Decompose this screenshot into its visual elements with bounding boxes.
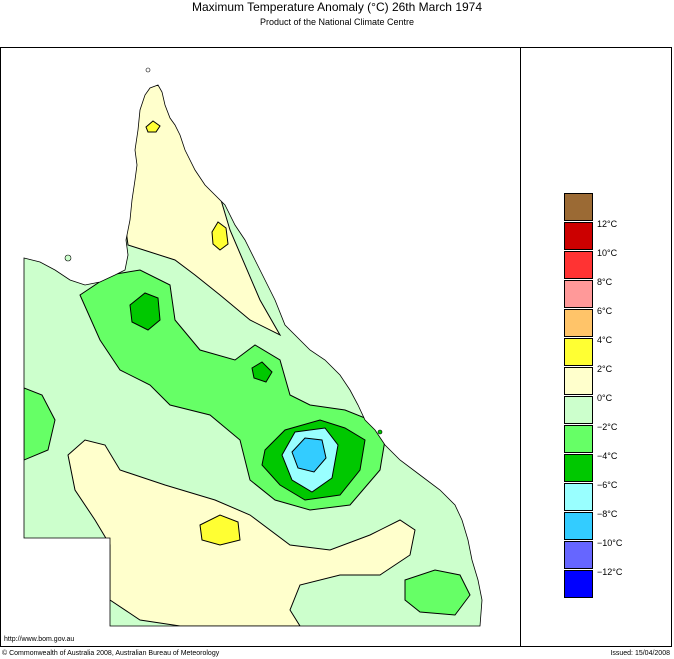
legend-label: −4°C (597, 451, 618, 461)
zone-minus4-to-minus6-north (129, 292, 161, 331)
legend-label: 10°C (597, 248, 618, 258)
legend-swatch (564, 222, 593, 250)
source-url[interactable]: http://www.bom.gov.au (4, 636, 75, 643)
legend-swatch (564, 512, 593, 540)
queensland-outline (23, 84, 483, 627)
legend-swatch (564, 396, 593, 424)
legend-label: 4°C (597, 335, 613, 345)
zone-minus2-to-minus4-west (24, 387, 56, 461)
island-gulf (64, 254, 72, 262)
legend-label: −12°C (597, 567, 623, 577)
legend-swatch (564, 280, 593, 308)
legend-label: 8°C (597, 277, 613, 287)
legend-swatch (564, 338, 593, 366)
legend-swatch (564, 309, 593, 337)
zone-2-to-4-cape (211, 221, 229, 251)
legend-label: 6°C (597, 306, 613, 316)
legend-swatch (564, 570, 593, 598)
legend-swatch (564, 425, 593, 453)
legend-label: −6°C (597, 480, 618, 490)
legend-label: 2°C (597, 364, 613, 374)
legend-swatch (564, 454, 593, 482)
map-title: Maximum Temperature Anomaly (°C) 26th Ma… (191, 0, 483, 14)
legend-divider (520, 47, 521, 647)
copyright-text: © Commonwealth of Australia 2008, Austra… (2, 650, 220, 657)
legend-label: −10°C (597, 538, 623, 548)
zone-minus8-to-minus10 (291, 437, 327, 473)
legend-label: 12°C (597, 219, 618, 229)
temperature-anomaly-map (23, 67, 483, 627)
zone-2-to-4-south (199, 514, 241, 546)
map-frame (0, 47, 672, 647)
zone-minus4-to-minus6-small (251, 361, 273, 383)
legend-swatch (564, 251, 593, 279)
legend-swatch (564, 541, 593, 569)
legend-label: 0°C (597, 393, 613, 403)
zone-2-to-4-north-tip (145, 120, 161, 133)
map-subtitle: Product of the National Climate Centre (259, 17, 415, 27)
issued-date: Issued: 15/04/2008 (610, 650, 670, 657)
island-east (377, 429, 383, 435)
zone-minus2-to-minus4-south (404, 569, 471, 616)
island-north (145, 67, 151, 73)
legend-swatch (564, 483, 593, 511)
legend-label: −8°C (597, 509, 618, 519)
legend-label: −2°C (597, 422, 618, 432)
legend-swatch (564, 193, 593, 221)
legend-swatch (564, 367, 593, 395)
